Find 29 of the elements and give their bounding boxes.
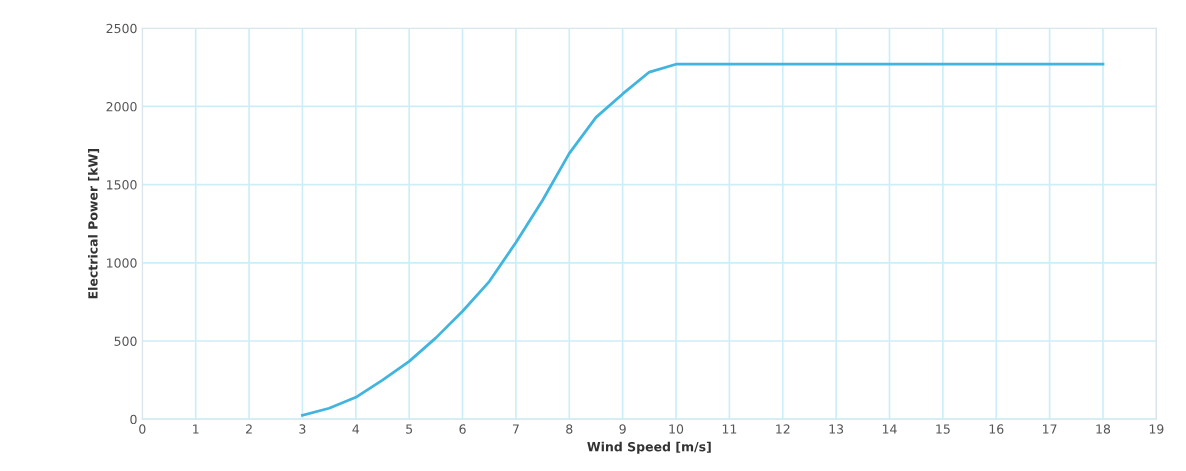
x-tick-label: 1 xyxy=(193,424,199,434)
x-tick-label: 4 xyxy=(352,424,360,434)
y-axis-title: Electrical Power [kW] xyxy=(87,149,100,299)
x-tick-label: 16 xyxy=(989,424,1004,434)
y-tick-label: 500 xyxy=(114,336,137,346)
x-tick-label: 5 xyxy=(406,424,413,434)
y-tick-label: 1500 xyxy=(107,180,137,190)
x-tick-label: 9 xyxy=(619,424,626,434)
y-tick-label: 2500 xyxy=(106,23,137,34)
x-tick-label: 13 xyxy=(829,424,844,434)
x-tick-label: 18 xyxy=(1096,424,1111,434)
x-tick-label: 12 xyxy=(776,424,790,434)
x-tick-label: 11 xyxy=(722,424,737,434)
x-tick-label: 14 xyxy=(882,424,897,434)
x-axis-title: Wind Speed [m/s] xyxy=(587,441,711,454)
y-tick-label: 1000 xyxy=(107,258,137,268)
x-tick-label: 8 xyxy=(566,424,573,434)
x-tick-label: 3 xyxy=(299,424,306,434)
x-tick-label: 17 xyxy=(1043,424,1057,434)
x-tick-label: 19 xyxy=(1149,424,1164,434)
line-series xyxy=(301,62,1105,417)
y-tick-label: 2000 xyxy=(106,101,137,112)
x-tick-label: 6 xyxy=(459,424,466,434)
x-tick-label: 7 xyxy=(512,424,519,434)
x-tick-label: 0 xyxy=(139,424,146,434)
x-tick-label: 2 xyxy=(246,424,252,434)
x-tick-label: 15 xyxy=(936,424,950,434)
x-tick-label: 10 xyxy=(669,424,684,434)
y-tick-label: 0 xyxy=(130,414,137,425)
